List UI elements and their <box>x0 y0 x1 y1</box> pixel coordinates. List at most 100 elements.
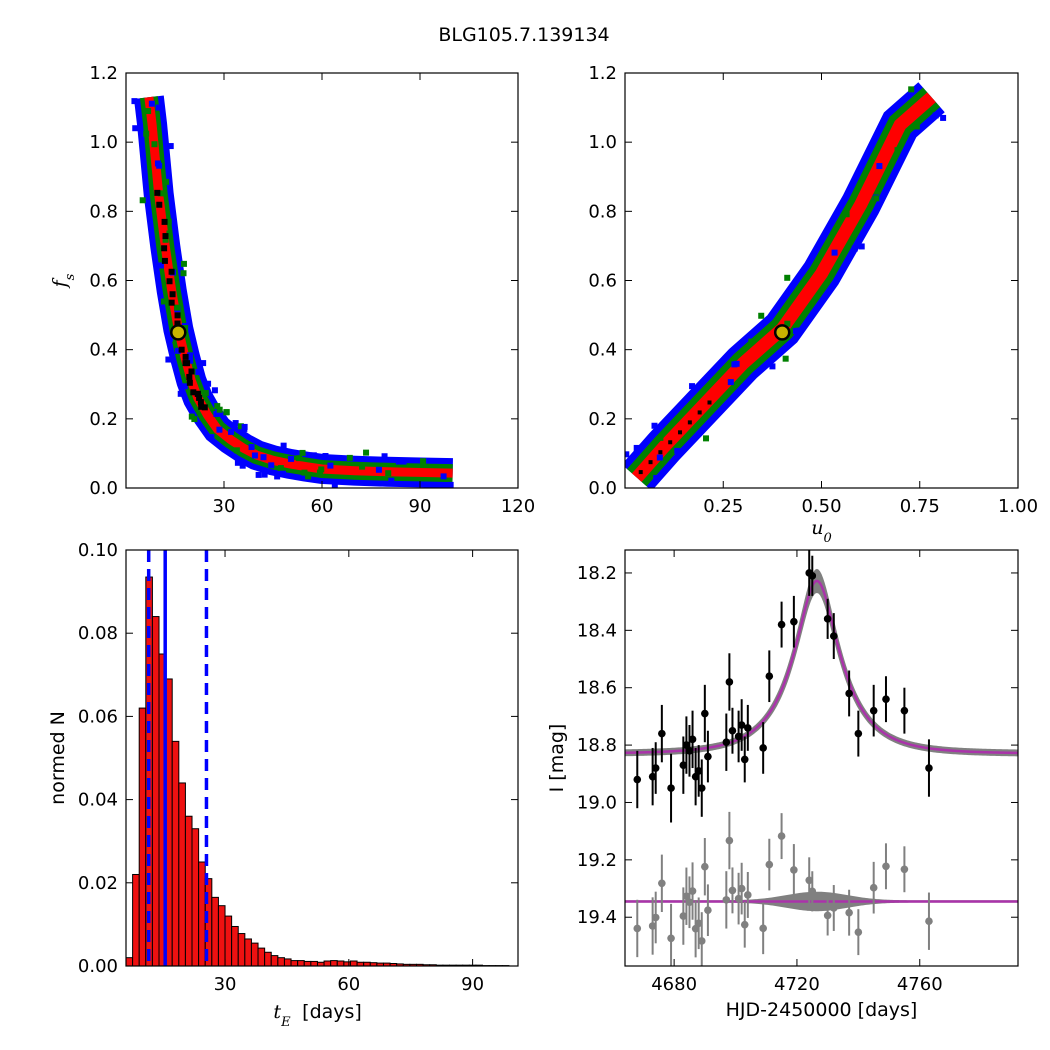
region-pixel <box>748 338 755 345</box>
residual-point <box>845 908 853 917</box>
region-pixel <box>228 428 235 435</box>
y-tick-label: 0.8 <box>89 201 118 222</box>
residual-point <box>854 928 863 936</box>
best-pixel <box>648 460 653 465</box>
region-pixel <box>174 304 181 311</box>
region-pixel <box>157 190 164 197</box>
y-tick-label: 0.0 <box>588 478 617 499</box>
y-tick-label: 0.08 <box>78 623 118 644</box>
best-pixel <box>168 268 175 275</box>
region-pixel <box>208 434 215 441</box>
best-pixel <box>668 440 673 445</box>
region-pixel <box>234 459 241 466</box>
region-pixel <box>162 236 169 243</box>
residual-point <box>704 906 712 915</box>
data-point <box>633 775 642 784</box>
histogram-bar <box>343 961 351 967</box>
region-pixel <box>195 369 202 376</box>
region-pixel <box>216 426 223 433</box>
residual-point <box>697 937 706 945</box>
residual-point <box>685 898 694 907</box>
region-pixel <box>758 312 765 319</box>
best-pixel <box>184 360 191 367</box>
residual-point <box>869 883 878 892</box>
histogram-bar <box>290 960 299 967</box>
region-pixel <box>656 454 663 461</box>
best-pixel <box>197 399 204 406</box>
data-point <box>869 706 878 715</box>
region-pixel <box>908 86 915 93</box>
residual-point <box>882 862 890 871</box>
region-pixel <box>388 477 395 484</box>
data-point <box>679 761 688 769</box>
region-pixel <box>316 469 323 476</box>
region-pixel <box>400 458 407 465</box>
x-tick-label: 1.00 <box>998 496 1038 517</box>
histogram-bars <box>125 576 510 967</box>
histogram-bar <box>231 925 239 967</box>
region-pixel <box>703 435 710 442</box>
histogram-bar <box>330 960 338 967</box>
y-tick-label: 18.8 <box>577 735 617 756</box>
data-point <box>854 729 863 738</box>
histogram-bar <box>224 915 233 967</box>
residual-point <box>722 896 731 904</box>
data-point <box>808 572 817 580</box>
region-pixel <box>155 104 162 111</box>
region-pixel <box>187 357 194 364</box>
y-axis-label: fs <box>49 273 78 289</box>
y-axis-label: I [mag] <box>546 724 568 793</box>
residual-point <box>658 879 666 888</box>
region-pixel <box>843 211 850 218</box>
best-pixel <box>196 394 203 401</box>
x-tick-label: 120 <box>501 496 535 517</box>
confidence-region <box>131 95 454 488</box>
region-pixel <box>239 462 246 469</box>
y-tick-label: 19.2 <box>577 850 617 871</box>
y-tick-label: 1.0 <box>588 132 617 153</box>
x-tick-label: 60 <box>337 974 360 995</box>
y-axis-label: normed N <box>47 711 69 805</box>
region-pixel <box>894 147 901 154</box>
y-tick-label: 1.2 <box>89 63 118 84</box>
best-pixel <box>707 400 712 405</box>
light-curve-layer <box>625 550 1018 966</box>
best-pixel <box>687 420 692 425</box>
region-pixel <box>166 230 173 237</box>
histogram-bar <box>184 815 193 967</box>
region-pixel <box>181 383 188 390</box>
region-pixel <box>216 406 223 413</box>
histogram-bar <box>264 951 272 967</box>
region-pixel <box>180 270 187 277</box>
region-pixel <box>233 447 240 454</box>
data-point <box>925 764 933 772</box>
region-pixel <box>160 298 167 305</box>
region-pixel <box>327 462 334 469</box>
best-pixels <box>638 400 712 475</box>
fs-vs-tE-panel: 30 60 90 120 0.0 0.2 0.4 0.6 0.8 1.0 1.2 fs <box>49 63 535 517</box>
residual-point <box>679 912 688 920</box>
x-tick-label: 0.25 <box>703 496 743 517</box>
region-pixel <box>260 454 267 461</box>
region-pixel <box>202 390 209 397</box>
x-tick-label: 0.75 <box>900 496 940 517</box>
histogram-bar <box>303 960 312 967</box>
plot-frame <box>624 549 1019 967</box>
region-pixel <box>143 130 150 137</box>
residual-point <box>900 865 909 874</box>
figure-title: BLG105.7.139134 <box>438 24 609 46</box>
data-point <box>777 620 786 629</box>
region-pixel <box>288 455 295 462</box>
histogram-bar <box>198 861 206 967</box>
x-axis-symbol: tE <box>273 1001 291 1030</box>
region-pixel <box>359 463 366 470</box>
region-pixel <box>447 481 454 488</box>
region-pixel <box>310 452 317 459</box>
histogram-bar <box>217 905 226 967</box>
histogram-bar <box>277 957 285 967</box>
best-fit-marker <box>773 324 791 341</box>
x-tick-label: 4760 <box>897 974 943 995</box>
fs-vs-u0-panel: 0.25 0.50 0.75 1.00 0.0 0.2 0.4 0.6 0.8 1.0 1.2 u0 <box>588 63 1038 546</box>
residual-point <box>925 917 933 926</box>
